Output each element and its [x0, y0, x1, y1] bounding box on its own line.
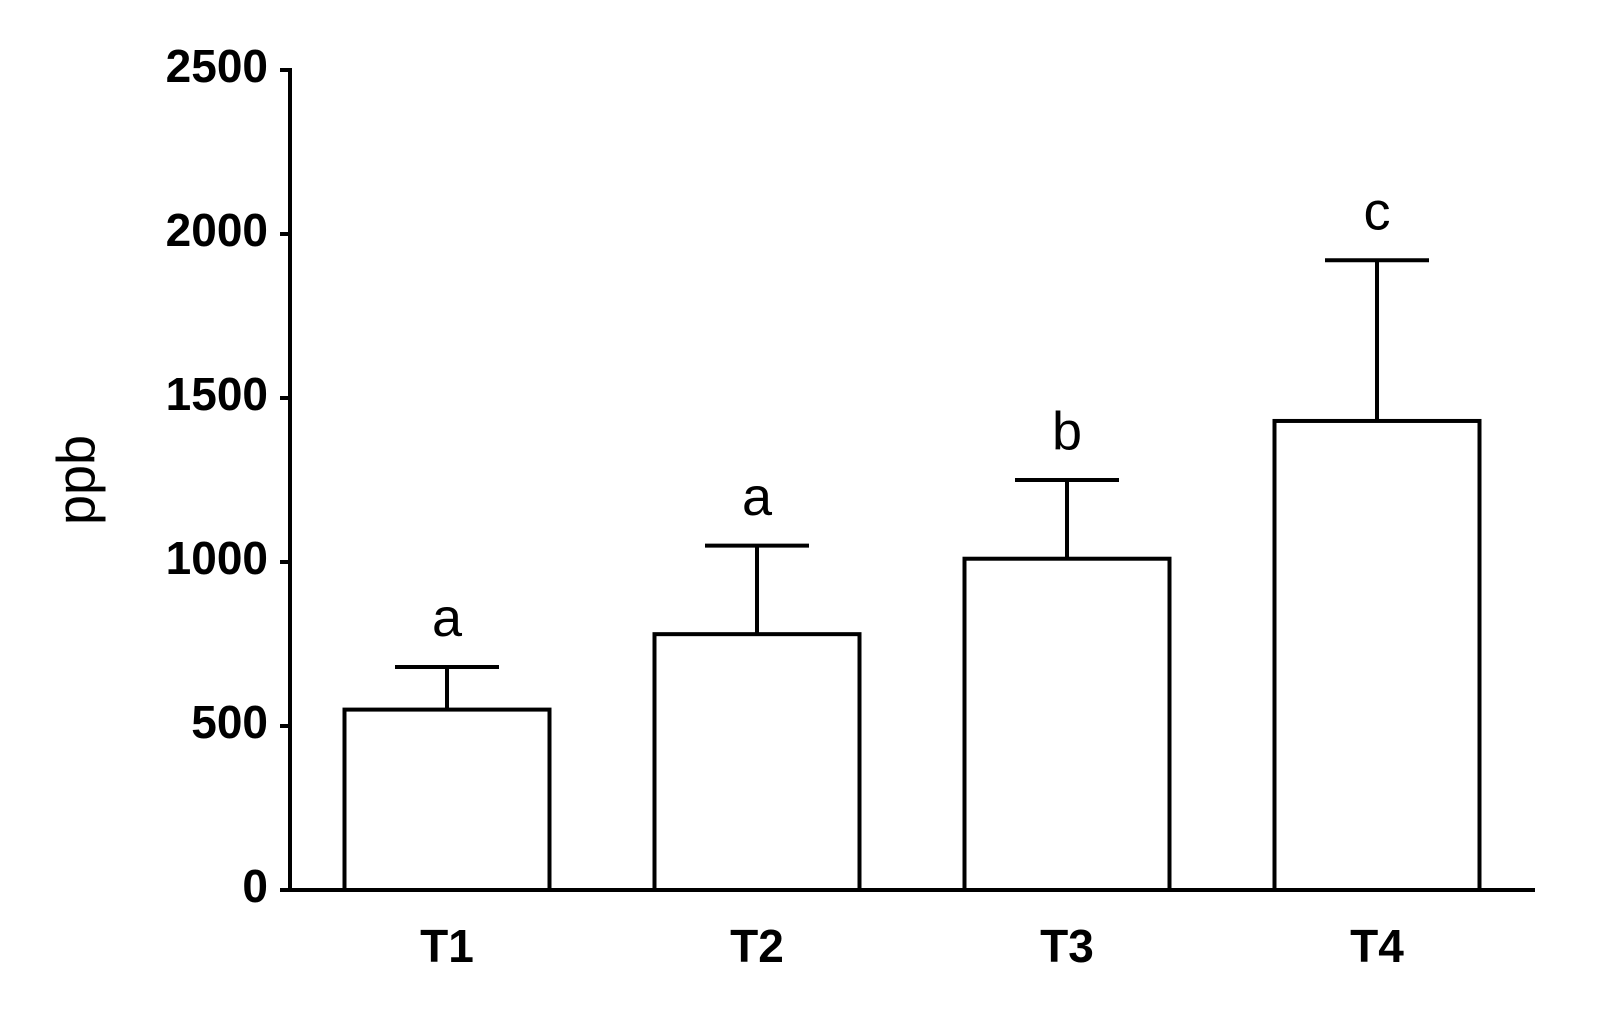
- y-tick-label: 0: [242, 860, 268, 912]
- bar: [962, 556, 1172, 892]
- y-axis-label: ppb: [46, 435, 106, 525]
- y-tick-label: 1000: [166, 532, 268, 584]
- group-label: b: [1052, 401, 1082, 461]
- y-tick-label: 1500: [166, 368, 268, 420]
- x-tick-label: T2: [730, 920, 784, 972]
- group-label: c: [1364, 182, 1391, 242]
- x-tick-label: T3: [1040, 920, 1094, 972]
- x-tick-label: T4: [1350, 920, 1404, 972]
- bar: [652, 632, 862, 892]
- group-label: a: [742, 467, 773, 527]
- bar: [342, 707, 552, 892]
- y-tick-label: 500: [191, 696, 268, 748]
- y-tick-label: 2500: [166, 40, 268, 92]
- bar: [1272, 418, 1482, 892]
- group-label: a: [432, 588, 463, 648]
- x-tick-label: T1: [420, 920, 474, 972]
- y-tick-label: 2000: [166, 204, 268, 256]
